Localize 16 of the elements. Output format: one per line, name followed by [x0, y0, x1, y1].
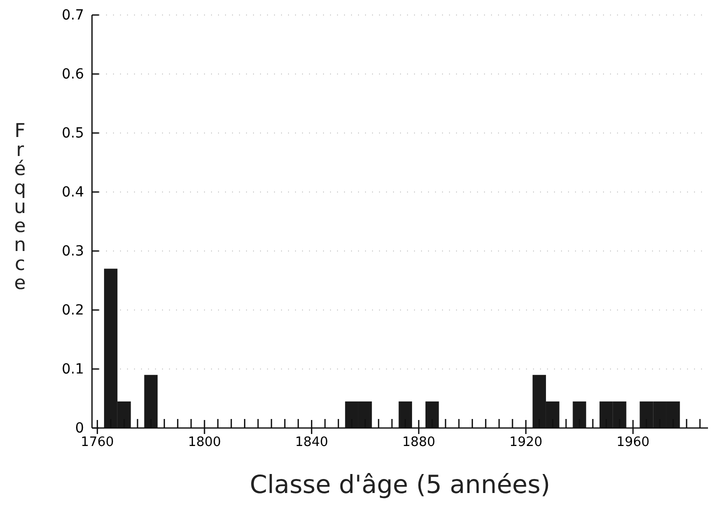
y-tick-label: 0.7: [62, 7, 84, 24]
y-tick-label: 0.3: [62, 243, 84, 260]
x-tick-label: 1760: [80, 435, 114, 450]
x-tick-label: 1960: [616, 435, 650, 450]
x-tick-label: 1920: [509, 435, 542, 450]
x-axis-title: Classe d'âge (5 années): [250, 470, 550, 499]
y-tick-label: 0.6: [62, 66, 84, 82]
y-tick-label: 0.5: [62, 125, 84, 142]
y-tick-label: 0: [75, 420, 84, 436]
x-tick-label: 1840: [295, 435, 328, 450]
x-tick-label: 1880: [402, 435, 436, 450]
x-tick-label: 1800: [188, 435, 222, 450]
y-axis-title: Fréquence: [9, 120, 31, 291]
y-tick-label: 0.1: [62, 361, 84, 378]
y-tick-label: 0.2: [62, 302, 84, 318]
y-tick-label: 0.4: [62, 184, 84, 200]
